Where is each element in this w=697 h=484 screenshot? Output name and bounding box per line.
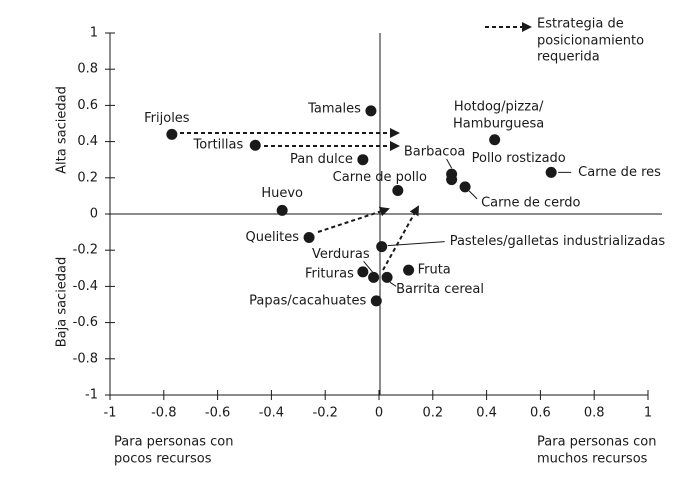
point [166,128,178,140]
y-tick-label: 0.6 [77,98,98,113]
x-tick-label: 0.6 [530,406,551,421]
leader-line [363,261,375,274]
point [459,181,471,193]
point-label: Pasteles/galletas industrializadas [450,234,666,249]
x-tick-label: -0.2 [313,406,338,421]
x-tick-label: -1 [104,406,117,421]
point [446,174,458,186]
point-label: Tortillas [193,138,244,153]
point-label: Pollo rostizado [472,151,566,166]
point [368,271,380,283]
point-label: Tamales [307,101,361,116]
strategy-arrow [382,205,419,271]
x-axis-label: muchos recursos [537,452,648,467]
point-label: Verduras [312,247,370,262]
point-label: Frituras [305,266,354,281]
y-tick-label: -1 [85,388,98,403]
y-tick-label: -0.4 [73,279,98,294]
y-tick-label: 0 [90,207,98,222]
point-label: Papas/cacahuates [249,293,366,308]
leader-line [468,190,478,200]
y-tick-label: 1 [90,26,98,41]
strategy-arrow [317,206,390,233]
point [545,166,557,178]
point [489,134,501,146]
point-label: Barbacoa [404,145,466,160]
point [303,232,315,244]
point [381,271,393,283]
point-label: Carne de res [578,165,661,180]
point [403,264,415,276]
y-axis-label: Alta saciedad [55,86,70,174]
point [376,241,388,253]
x-tick-label: 0 [375,406,383,421]
point [249,139,261,151]
x-tick-label: 1 [644,406,652,421]
x-tick-label: 0.2 [422,406,443,421]
point-label: Hamburguesa [453,116,544,131]
y-tick-label: -0.8 [73,351,98,366]
point [276,204,288,216]
point [370,295,382,307]
leader-line [446,158,453,169]
point-label: Quelites [245,230,299,245]
legend-text: Estrategia de [537,17,624,32]
leader-line [387,241,445,247]
point-label: Carne de cerdo [481,195,580,210]
x-axis-label: Para personas con [114,435,233,450]
x-tick-label: -0.8 [151,406,176,421]
y-axis-label: Baja saciedad [55,257,70,348]
x-tick-label: -0.4 [259,406,284,421]
x-axis-label: pocos recursos [114,452,212,467]
leader-line [389,281,397,287]
y-tick-label: 0.8 [77,62,98,77]
y-tick-label: -0.6 [73,315,98,330]
point [357,154,369,166]
point-label: Hotdog/pizza/ [454,99,544,114]
x-tick-label: -0.6 [205,406,230,421]
x-axis-label: Para personas con [537,435,656,450]
point-label: Huevo [261,186,303,201]
point [365,105,377,117]
x-tick-label: 0.8 [584,406,605,421]
y-tick-label: 0.2 [77,170,98,185]
point-label: Carne de pollo [333,170,427,185]
point [357,266,369,278]
point-label: Frijoles [144,111,190,126]
legend-text: requerida [537,50,600,65]
point-label: Pan dulce [290,152,353,167]
x-tick-label: 0.4 [476,406,497,421]
point-label: Barrita cereal [396,282,484,297]
legend-text: posicionamiento [537,34,644,49]
y-tick-label: -0.2 [73,243,98,258]
point [392,184,404,196]
y-tick-label: 0.4 [77,134,98,149]
point-label: Fruta [418,263,451,278]
